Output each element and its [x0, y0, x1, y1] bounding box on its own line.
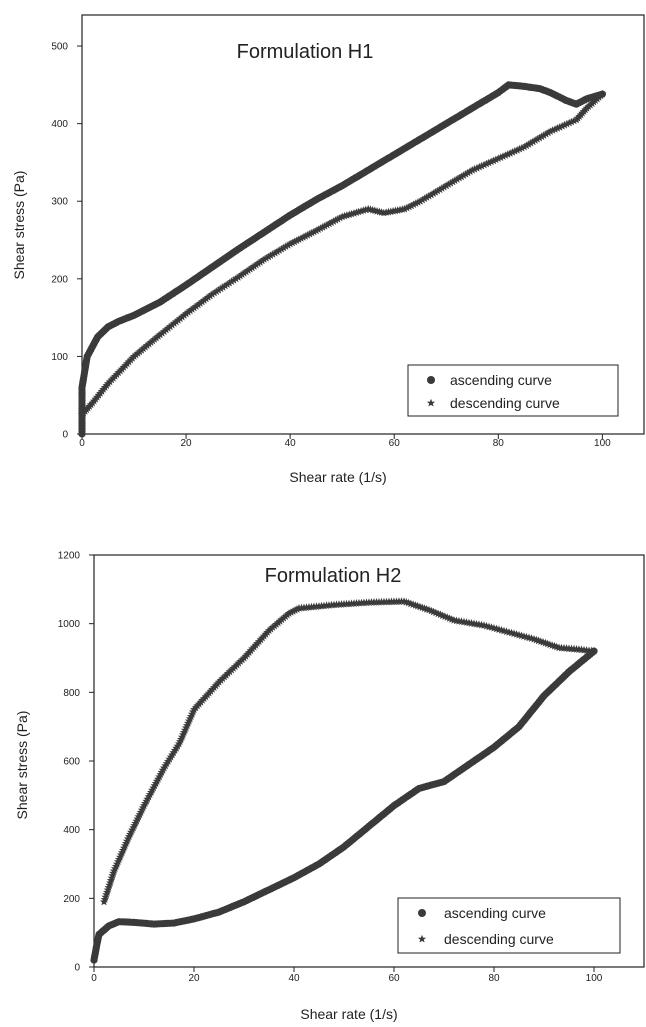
x-tick-label: 0	[91, 973, 97, 984]
y-tick-label: 800	[63, 688, 80, 699]
y-tick-label: 1000	[58, 619, 81, 630]
legend-h1: ascending curve descending curve	[407, 364, 619, 417]
plot-frame-h1	[81, 14, 645, 435]
x-tick-label: 40	[285, 438, 297, 449]
y-tick-label: 200	[51, 274, 68, 285]
y-tick-label: 400	[51, 119, 68, 130]
ticks-h1: 0 20 40 60 80 100 0 100 200 300 400 500	[51, 42, 611, 449]
x-tick-label: 20	[188, 973, 200, 984]
chart-h2: Formulation H2 Shear rate (1/s) Shear st…	[14, 551, 645, 1022]
chart-h1: Formulation H1 Shear rate (1/s) Shear st…	[11, 14, 645, 485]
legend-label-descending-h1: descending curve	[450, 395, 560, 411]
legend-box-h1	[407, 364, 619, 417]
legend-label-ascending-h2: ascending curve	[444, 905, 546, 921]
y-axis-label-h1: Shear stress (Pa)	[11, 171, 27, 280]
x-tick-label: 20	[181, 438, 193, 449]
chart-title-h1: Formulation H1	[237, 41, 374, 63]
x-axis-label-h1: Shear rate (1/s)	[289, 469, 386, 485]
legend-marker-ascending-h1	[427, 376, 435, 384]
x-tick-label: 80	[488, 973, 500, 984]
chart-title-h2: Formulation H2	[265, 565, 402, 587]
y-tick-label: 600	[63, 757, 80, 768]
y-tick-label: 0	[74, 963, 80, 974]
x-tick-label: 100	[586, 973, 603, 984]
y-axis-label-h2: Shear stress (Pa)	[14, 711, 30, 820]
x-tick-label: 40	[288, 973, 300, 984]
y-tick-label: 1200	[58, 551, 81, 562]
y-tick-label: 0	[62, 430, 68, 441]
y-tick-label: 400	[63, 825, 80, 836]
legend-label-ascending-h1: ascending curve	[450, 372, 552, 388]
y-tick-label: 500	[51, 42, 68, 53]
legend-marker-ascending-h2	[418, 909, 426, 917]
y-tick-label: 300	[51, 197, 68, 208]
x-tick-label: 60	[389, 438, 401, 449]
legend-h2: ascending curve descending curve	[397, 897, 621, 954]
x-axis-label-h2: Shear rate (1/s)	[300, 1006, 397, 1022]
y-tick-label: 100	[51, 352, 68, 363]
x-tick-label: 0	[79, 438, 85, 449]
x-tick-label: 60	[388, 973, 400, 984]
legend-label-descending-h2: descending curve	[444, 931, 554, 947]
x-tick-label: 80	[493, 438, 505, 449]
y-tick-label: 200	[63, 894, 80, 905]
marks-h2	[90, 597, 599, 964]
legend-box-h2	[397, 897, 621, 954]
marks-h1	[77, 81, 607, 438]
x-tick-label: 100	[594, 438, 611, 449]
